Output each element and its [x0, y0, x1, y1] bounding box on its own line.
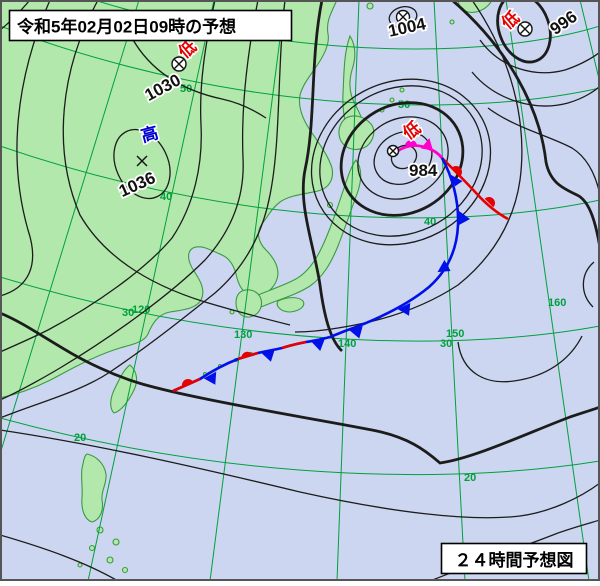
meridian-120 [87, 0, 215, 582]
grid-label: 150 [446, 328, 464, 340]
high-1036-contour [113, 128, 171, 200]
parallel-20 [0, 417, 600, 476]
low-center-mark [395, 9, 411, 25]
footer-box: ２４時間予想図 [440, 542, 588, 575]
grid-label: 130 [234, 329, 252, 341]
title-text: 令和5年02月02日09時の予想 [17, 17, 236, 37]
meridian-170 [579, 0, 600, 84]
grid-label: 140 [338, 338, 356, 350]
grid-label: 20 [74, 432, 86, 444]
footer-text: ２４時間予想図 [455, 550, 574, 570]
warm-front-semicircle [451, 165, 463, 177]
cold-front-triangle [397, 302, 411, 316]
cold-front-triangle [459, 211, 470, 225]
parallel-40 [0, 145, 600, 219]
luzon-island [81, 453, 107, 523]
parallel-50 [0, 25, 600, 106]
low-996-bold-ring [496, 0, 552, 64]
grid-label: 50 [398, 99, 410, 111]
occluded-front-semicircle [405, 139, 418, 147]
title-box: 令和5年02月02日09時の予想 [8, 9, 293, 42]
low-center-mark [517, 21, 533, 37]
meridian-160 [505, 0, 590, 582]
grid-label: 20 [464, 472, 476, 484]
warm-front-line [441, 157, 509, 221]
low-center-mark [171, 56, 187, 72]
grid-label: 30 [440, 338, 452, 350]
asia-continent [0, 0, 338, 399]
low-value: 984 [409, 161, 438, 180]
hokkaido-island [338, 115, 375, 150]
shikoku-island [276, 297, 305, 313]
fronts [172, 138, 509, 393]
cold-front-line [329, 157, 460, 339]
occluded-front-triangle [421, 138, 433, 151]
stationary-front-triangle [203, 371, 217, 385]
stationary-front-semicircle [241, 351, 253, 359]
cold-front-triangle [448, 173, 463, 187]
low-1030-contour [131, 37, 267, 119]
stationary-front-triangle [261, 349, 275, 362]
warm-front-semicircle [484, 196, 496, 208]
graticule-labels: 50 50 40 40 30 30 20 20 120 130 140 150 … [74, 83, 566, 484]
grid-label: 40 [160, 191, 172, 203]
pressure-center-marks [136, 9, 533, 167]
low-1004-contour [388, 6, 418, 28]
low-center-mark [386, 144, 400, 158]
stationary-front-warm-segment [281, 340, 307, 350]
high-center-mark [136, 155, 148, 167]
parallel-30 [0, 276, 600, 342]
grid-label: 160 [548, 297, 566, 309]
landmasses [0, 0, 493, 574]
kyushu-island [235, 289, 263, 318]
grid-label: 30 [122, 307, 134, 319]
stationary-front-triangle [311, 338, 325, 351]
low-984-bold-ring [339, 101, 465, 217]
meridian-110 [0, 0, 140, 455]
cold-front-triangle [437, 259, 451, 273]
cold-front-triangle [349, 325, 363, 339]
stationary-front-semicircle [182, 379, 194, 388]
grid-label: 120 [132, 304, 150, 316]
grid-label: 40 [424, 216, 436, 228]
meridian-130 [209, 0, 286, 582]
isobars-bold [0, 0, 600, 465]
